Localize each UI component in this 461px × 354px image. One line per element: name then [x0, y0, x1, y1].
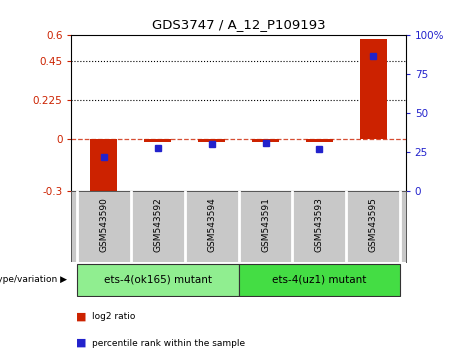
Text: ■: ■ — [76, 338, 87, 348]
Bar — [306, 139, 333, 142]
Text: GSM543594: GSM543594 — [207, 197, 216, 252]
Text: ets-4(uz1) mutant: ets-4(uz1) mutant — [272, 275, 366, 285]
Text: ets-4(ok165) mutant: ets-4(ok165) mutant — [104, 275, 212, 285]
Text: percentile rank within the sample: percentile rank within the sample — [92, 338, 245, 348]
Bar — [239, 264, 400, 296]
Bar — [144, 139, 171, 142]
Title: GDS3747 / A_12_P109193: GDS3747 / A_12_P109193 — [152, 18, 325, 32]
Text: GSM543593: GSM543593 — [315, 197, 324, 252]
Bar — [198, 139, 225, 142]
Text: log2 ratio: log2 ratio — [92, 312, 136, 321]
Text: ■: ■ — [76, 312, 87, 321]
Text: GSM543595: GSM543595 — [369, 197, 378, 252]
Bar — [90, 139, 117, 197]
Bar — [360, 39, 387, 139]
Text: genotype/variation ▶: genotype/variation ▶ — [0, 275, 67, 284]
Bar — [77, 264, 239, 296]
Text: GSM543590: GSM543590 — [99, 197, 108, 252]
Text: GSM543592: GSM543592 — [153, 197, 162, 252]
Text: GSM543591: GSM543591 — [261, 197, 270, 252]
Bar — [252, 139, 279, 142]
